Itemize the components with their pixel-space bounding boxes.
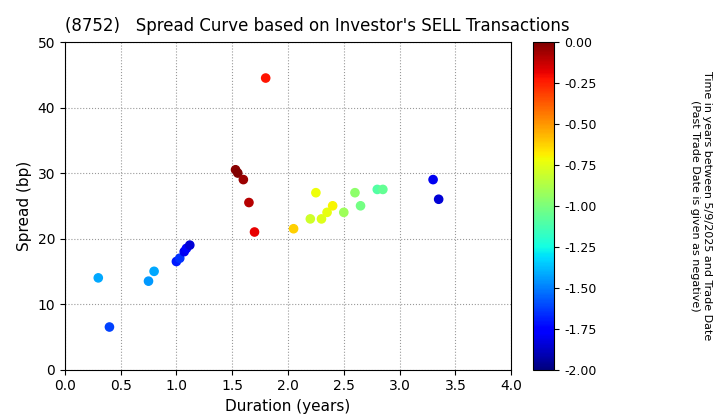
Point	[249, 228, 261, 235]
Point	[104, 324, 115, 331]
Point	[349, 189, 361, 196]
Point	[238, 176, 249, 183]
Point	[377, 186, 389, 193]
Point	[260, 75, 271, 81]
Point	[288, 226, 300, 232]
Point	[321, 209, 333, 216]
Point	[143, 278, 154, 284]
Point	[179, 248, 190, 255]
Point	[315, 215, 327, 222]
Point	[372, 186, 383, 193]
Point	[305, 215, 316, 222]
X-axis label: Duration (years): Duration (years)	[225, 399, 351, 414]
Point	[174, 255, 186, 262]
Point	[310, 189, 322, 196]
Point	[355, 202, 366, 209]
Point	[184, 242, 196, 249]
Point	[232, 170, 243, 176]
Point	[148, 268, 160, 275]
Text: (8752)   Spread Curve based on Investor's SELL Transactions: (8752) Spread Curve based on Investor's …	[65, 17, 570, 35]
Point	[338, 209, 350, 216]
Point	[243, 199, 255, 206]
Point	[327, 202, 338, 209]
Point	[181, 245, 192, 252]
Y-axis label: Spread (bp): Spread (bp)	[17, 161, 32, 251]
Y-axis label: Time in years between 5/9/2025 and Trade Date
(Past Trade Date is given as negat: Time in years between 5/9/2025 and Trade…	[690, 71, 711, 341]
Point	[171, 258, 182, 265]
Point	[92, 275, 104, 281]
Point	[433, 196, 444, 202]
Point	[230, 166, 241, 173]
Point	[428, 176, 439, 183]
